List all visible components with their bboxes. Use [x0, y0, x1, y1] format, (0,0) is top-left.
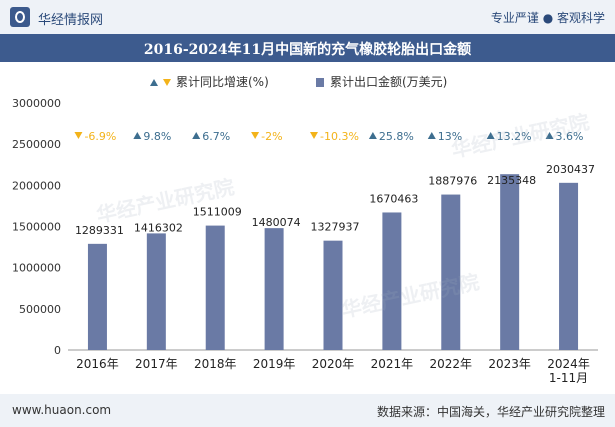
x-tick-label: 2018年 [194, 357, 237, 371]
bar [146, 233, 166, 350]
growth-up-marker [368, 132, 377, 139]
growth-up-marker [545, 132, 554, 139]
growth-down-marker [251, 132, 260, 139]
bar-value-label: 1670463 [369, 192, 418, 205]
logo-icon [10, 7, 30, 27]
x-tick-label: 2021年 [371, 357, 414, 371]
chart-area: 累计同比增速(%) 累计出口金额(万美元) 0 500000 1000000 150000… [12, 74, 598, 385]
x-tick-label: 2020年 [312, 357, 355, 371]
growth-up-marker [486, 132, 495, 139]
y-tick-label: 500000 [19, 303, 61, 316]
bar [500, 174, 520, 350]
growth-label: 9.8% [143, 130, 171, 143]
growth-up-marker [133, 132, 142, 139]
x-tick-label: 2016年 [76, 357, 119, 371]
bar [382, 212, 402, 350]
y-tick-label: 1000000 [12, 262, 61, 275]
site-url: www.huaon.com [12, 403, 112, 417]
header-bar: 华经情报网 专业严谨 ● 客观科学 [0, 0, 615, 34]
bar-value-label: 2135348 [487, 174, 536, 187]
y-tick-label: 2500000 [12, 138, 61, 151]
x-tick-label: 2019年 [253, 357, 296, 371]
bar [441, 194, 461, 350]
x-tick-label: 1-11月 [549, 371, 588, 385]
bar [87, 243, 107, 350]
legend-label: 累计出口金额(万美元) [330, 74, 447, 89]
y-tick-label: 3000000 [12, 97, 61, 110]
growth-down-marker [310, 132, 318, 139]
growth-down-marker [74, 132, 83, 139]
footer-bar: www.huaon.com 数据来源：中国海关，华经产业研究院整理 [0, 394, 615, 427]
growth-up-marker [192, 132, 201, 139]
x-tick-label: 2017年 [135, 357, 178, 371]
bar [205, 225, 225, 350]
bar [264, 228, 284, 350]
bar-value-label: 1511009 [193, 206, 242, 219]
x-tick-label: 2024年 [547, 357, 590, 371]
growth-label: 6.7% [202, 130, 230, 143]
legend-bar-swatch [316, 78, 324, 87]
legend-label: 累计同比增速(%) [176, 75, 269, 89]
y-tick-label: 1500000 [12, 221, 61, 234]
tagline: 专业严谨 ● 客观科学 [490, 11, 605, 25]
legend-down-marker [163, 79, 171, 86]
bar-value-label: 2030437 [546, 163, 595, 176]
y-tick-label: 2000000 [12, 179, 61, 192]
growth-label: 3.6% [556, 130, 584, 143]
bar-value-label: 1327937 [311, 221, 360, 234]
x-tick-label: 2023年 [488, 357, 531, 371]
legend-up-marker [150, 79, 158, 86]
brand-name: 华经情报网 [38, 13, 104, 28]
growth-label: -2% [261, 130, 282, 143]
bar-value-label: 1887976 [428, 175, 477, 188]
title-bar: 2016-2024年11月中国新的充气橡胶轮胎出口金额 [0, 34, 615, 62]
bar [559, 182, 579, 350]
bar-value-label: 1416302 [134, 221, 183, 234]
bar-value-label: 1289331 [75, 224, 124, 237]
y-tick-label: 0 [54, 344, 61, 357]
growth-label: 25.8% [379, 130, 414, 143]
growth-label: 13.2% [497, 130, 532, 143]
bar [323, 240, 343, 350]
growth-label: -10.3% [320, 130, 359, 143]
data-source: 数据来源：中国海关，华经产业研究院整理 [376, 405, 605, 419]
growth-up-marker [427, 132, 436, 139]
growth-label: 13% [438, 130, 462, 143]
bar-value-label: 1480074 [252, 216, 301, 229]
chart-title: 2016-2024年11月中国新的充气橡胶轮胎出口金额 [143, 42, 472, 58]
growth-label: -6.9% [84, 130, 116, 143]
x-tick-label: 2022年 [430, 357, 473, 371]
